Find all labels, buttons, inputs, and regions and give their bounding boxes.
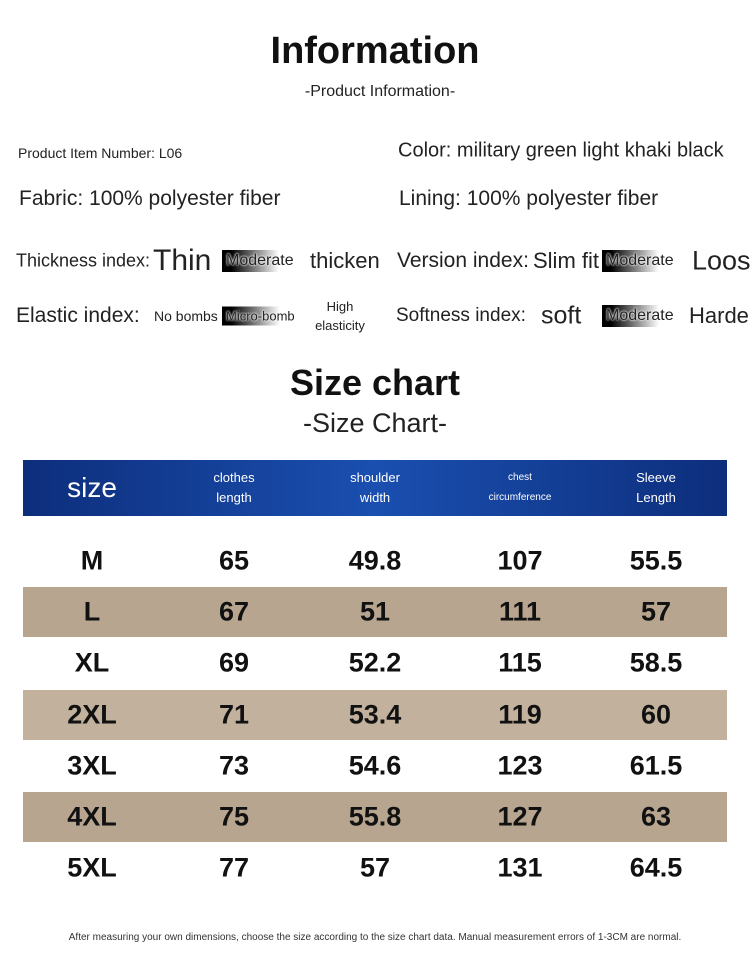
cell: 4XL [67, 801, 117, 832]
cell: 49.8 [348, 545, 402, 576]
cell: 55.5 [629, 545, 683, 576]
cell: M [80, 545, 104, 576]
cell: XL [74, 647, 110, 678]
index-option: No bombs [154, 308, 218, 324]
fabric: Fabric: 100% polyester fiber [19, 187, 281, 210]
row-band [23, 587, 727, 638]
cell: 73 [218, 750, 250, 781]
cell: 2XL [67, 699, 117, 730]
index-option: Loose [692, 245, 750, 276]
index-option: Slim fit [533, 248, 599, 273]
cell: 75 [218, 801, 250, 832]
cell: 54.6 [348, 750, 402, 781]
index-option-selected: Moderate [602, 250, 678, 272]
cell: 111 [498, 596, 542, 627]
cell: 57 [359, 852, 391, 883]
cell: 127 [497, 801, 543, 832]
row-band [23, 689, 727, 740]
header-cell: clothes length [213, 470, 255, 505]
title: Information [270, 30, 480, 72]
index-label: Thickness index: [16, 250, 151, 271]
cell: 58.5 [629, 647, 683, 678]
header-cell: chest circumference [488, 472, 552, 503]
cell: 131 [497, 852, 543, 883]
size-chart-title: Size chart [289, 362, 461, 403]
header-cell: shoulder width [350, 470, 400, 505]
table-header [23, 460, 727, 516]
cell: 71 [218, 699, 250, 730]
cell: 57 [640, 596, 672, 627]
cell: 64.5 [629, 852, 683, 883]
cell: 65 [218, 545, 250, 576]
cell: L [83, 596, 101, 627]
item-number: Product Item Number: L06 [18, 145, 183, 161]
cell: 52.2 [348, 647, 402, 678]
row-band [23, 792, 727, 842]
cell: 51 [359, 596, 391, 627]
cell: 67 [218, 596, 250, 627]
cell: 60 [640, 699, 672, 730]
cell: 61.5 [629, 750, 683, 781]
subtitle: -Product Information- [304, 83, 456, 100]
cell: 5XL [67, 852, 117, 883]
footer: After measuring your own dimensions, cho… [68, 932, 682, 943]
cell: 77 [218, 852, 250, 883]
cell: 123 [497, 750, 543, 781]
index-option-selected: Moderate [602, 305, 678, 327]
index-option: thicken [310, 248, 380, 273]
size-chart-subtitle: -Size Chart- [302, 408, 448, 438]
cell: 53.4 [348, 699, 402, 730]
index-option: soft [541, 301, 582, 330]
index-option: High elasticity [315, 299, 365, 333]
index-option: Thin [153, 244, 212, 277]
index-option-selected: Micro-bomb [222, 306, 299, 326]
index-option: Harder [689, 303, 750, 328]
cell: 119 [498, 699, 542, 730]
header-cell: Sleeve Length [636, 470, 676, 505]
cell: 115 [498, 647, 542, 678]
header-cell: size [67, 472, 117, 503]
cell: 63 [640, 801, 672, 832]
index-label: Softness index: [396, 305, 526, 326]
index-option-selected: Moderate [222, 250, 298, 272]
cell: 55.8 [348, 801, 402, 832]
cell: 3XL [67, 750, 117, 781]
cell: 107 [497, 545, 543, 576]
index-label: Version index: [397, 249, 529, 272]
index-label: Elastic index: [16, 304, 140, 327]
lining: Lining: 100% polyester fiber [399, 187, 659, 210]
cell: 69 [218, 647, 250, 678]
color: Color: military green light khaki black [398, 139, 724, 162]
